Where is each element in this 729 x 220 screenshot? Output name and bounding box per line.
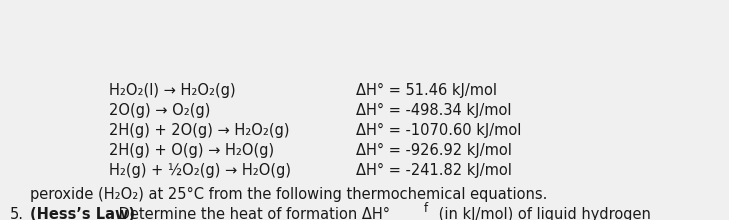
Text: (in kJ/mol) of liquid hydrogen: (in kJ/mol) of liquid hydrogen [434,207,651,220]
Text: peroxide (H₂O₂) at 25°C from the following thermochemical equations.: peroxide (H₂O₂) at 25°C from the followi… [30,187,547,202]
Text: ΔH° = 51.46 kJ/mol: ΔH° = 51.46 kJ/mol [356,83,497,98]
Text: Determine the heat of formation ΔH°: Determine the heat of formation ΔH° [114,207,390,220]
Text: ΔH° = -241.82 kJ/mol: ΔH° = -241.82 kJ/mol [356,163,512,178]
Text: ΔH° = -1070.60 kJ/mol: ΔH° = -1070.60 kJ/mol [356,123,521,138]
Text: H₂O₂(l) → H₂O₂(g): H₂O₂(l) → H₂O₂(g) [109,83,235,98]
Text: 2H(g) + 2O(g) → H₂O₂(g): 2H(g) + 2O(g) → H₂O₂(g) [109,123,289,138]
Text: ΔH° = -498.34 kJ/mol: ΔH° = -498.34 kJ/mol [356,103,512,118]
Text: (Hess’s Law): (Hess’s Law) [30,207,135,220]
Text: 2O(g) → O₂(g): 2O(g) → O₂(g) [109,103,211,118]
Text: H₂(g) + ½O₂(g) → H₂O(g): H₂(g) + ½O₂(g) → H₂O(g) [109,163,291,178]
Text: ΔH° = -926.92 kJ/mol: ΔH° = -926.92 kJ/mol [356,143,512,158]
Text: f: f [424,202,428,215]
Text: 5.: 5. [10,207,24,220]
Text: 2H(g) + O(g) → H₂O(g): 2H(g) + O(g) → H₂O(g) [109,143,274,158]
